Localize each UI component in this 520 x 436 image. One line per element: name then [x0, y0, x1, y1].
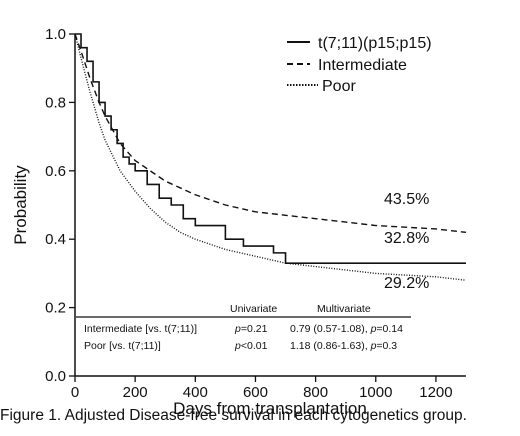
legend-label-intermediate: Intermediate [318, 57, 407, 74]
x-tick-label: 0 [71, 384, 79, 401]
series-line-poor [74, 33, 467, 281]
stats-table: Univariate Multivariate Intermediate [vs… [76, 299, 412, 361]
table-cell-multivariate: 0.79 (0.57-1.08), p=0.14 [290, 323, 403, 335]
series-line-intermediate [74, 33, 467, 234]
legend: t(7;11)(p15;p15) Intermediate Poor [287, 35, 432, 95]
end-label-intermediate: 43.5% [384, 191, 429, 208]
y-tick-label: 0.0 [45, 368, 66, 385]
y-tick-label: 0.2 [45, 300, 66, 317]
end-label-t711: 32.8% [384, 230, 429, 247]
end-labels: 32.8% 43.5% 29.2% [384, 191, 429, 292]
table-header-univariate: Univariate [230, 303, 277, 315]
end-label-poor: 29.2% [384, 275, 429, 292]
series-layer [74, 33, 467, 281]
legend-label-t711: t(7;11)(p15;p15) [318, 35, 432, 52]
y-ticks: 0.0 0.2 0.4 0.6 0.8 1.0 [45, 26, 75, 385]
y-axis-label: Probability [11, 165, 30, 245]
x-tick-label: 600 [243, 384, 268, 401]
x-ticks: 0 200 400 600 800 1000 1200 [71, 376, 453, 401]
y-tick-label: 0.4 [45, 231, 66, 248]
x-tick-label: 1000 [359, 384, 392, 401]
x-tick-label: 1200 [419, 384, 452, 401]
x-tick-label: 800 [303, 384, 328, 401]
table-cell-univariate: p=0.21 [234, 323, 268, 335]
x-axis-label: Days from transplantation [173, 399, 367, 418]
y-tick-label: 0.8 [45, 94, 66, 111]
x-tick-label: 400 [183, 384, 208, 401]
stats-table-background [76, 299, 412, 361]
figure-caption: Figure 1. Adjusted Disease-free survival… [0, 407, 467, 424]
table-cell-univariate: p<0.01 [234, 340, 268, 352]
y-tick-label: 1.0 [45, 26, 66, 43]
table-row-label: Intermediate [vs. t(7;11)] [84, 323, 197, 335]
series-line-t711 [75, 33, 466, 264]
table-row-label: Poor [vs. t(7;11)] [84, 340, 161, 352]
table-header-multivariate: Multivariate [317, 303, 371, 315]
table-cell-multivariate: 1.18 (0.86-1.63), p=0.3 [290, 340, 397, 352]
x-tick-label: 200 [123, 384, 148, 401]
y-tick-label: 0.6 [45, 163, 66, 180]
legend-label-poor: Poor [322, 78, 356, 95]
